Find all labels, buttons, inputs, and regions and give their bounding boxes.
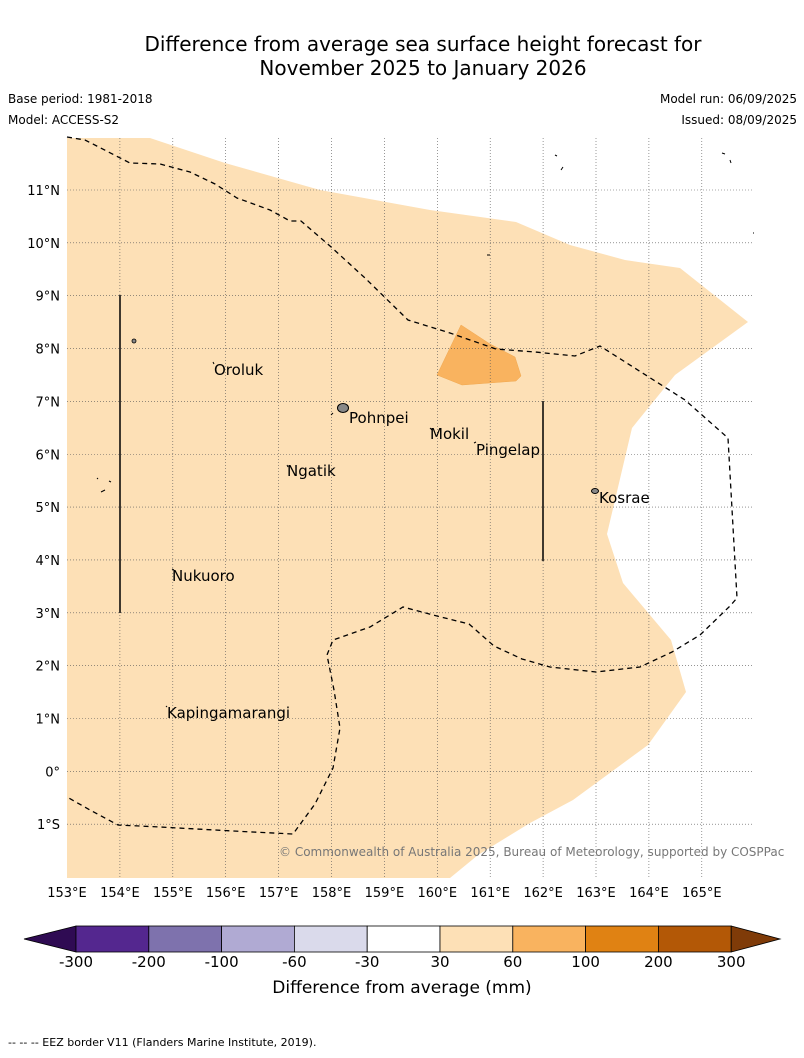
colorbar-segments [23, 925, 782, 953]
colorbar-segment [221, 925, 295, 953]
colorbar-segment [293, 925, 368, 953]
longitude-tick-label: 156°E [206, 886, 246, 901]
colorbar-tick-label: -200 [131, 953, 166, 971]
colorbar-segment [439, 925, 514, 953]
colorbar-segment [366, 925, 441, 953]
colorbar-segment [658, 925, 732, 953]
latitude-tick-label: 10°N [27, 237, 60, 252]
atoll-icon [131, 338, 137, 344]
latitude-tick-label: 9°N [36, 290, 61, 305]
latitude-tick-label: 11°N [27, 184, 60, 199]
place-label-kosrae: Kosrae [599, 489, 650, 507]
longitude-tick-label: 161°E [470, 886, 510, 901]
colorbar-segment [585, 925, 659, 953]
place-label-nukuoro: Nukuoro [172, 567, 235, 585]
latitude-labels: 11°N 10°N 9°N 8°N 7°N 6°N 5°N 4°N 3°N 2°N 1°N 0° 1°S [27, 184, 60, 833]
longitude-labels: 153°E 154°E 155°E 156°E 157°E 158°E 159°E 160°E… [47, 886, 721, 901]
forecast-area [67, 138, 748, 878]
issued-label: Issued: 08/09/2025 [681, 113, 797, 127]
colorbar-tick-label: -30 [354, 953, 380, 971]
longitude-tick-label: 157°E [259, 886, 299, 901]
title-line-2: November 2025 to January 2026 [259, 56, 587, 80]
eez-footnote: -- -- -- EEZ border V11 (Flanders Marine… [8, 1036, 317, 1049]
kosrae-island-icon [591, 488, 599, 494]
latitude-tick-label: 1°S [37, 818, 60, 833]
map-title: Difference from average sea surface heig… [0, 32, 804, 80]
small-island-marks [96, 152, 754, 708]
eez-border [66, 136, 738, 835]
place-label-kapingamarangi: Kapingamarangi [167, 704, 290, 722]
place-label-ngatik: Ngatik [287, 462, 336, 480]
longitude-tick-label: 159°E [365, 886, 405, 901]
colorbar-tick-label: -60 [282, 953, 307, 971]
longitude-tick-label: 163°E [576, 886, 616, 901]
longitude-tick-label: 155°E [153, 886, 193, 901]
place-label-mokil: Mokil [430, 425, 469, 443]
place-label-pingelap: Pingelap [476, 441, 540, 459]
latitude-tick-label: 6°N [36, 448, 61, 463]
place-label-oroluk: Oroluk [214, 361, 263, 379]
longitude-tick-label: 165°E [682, 886, 722, 901]
latitude-tick-label: 0° [45, 765, 60, 780]
latitude-tick-label: 7°N [36, 395, 61, 410]
colorbar-tick-label: 60 [503, 953, 523, 971]
colorbar-tick-label: 200 [644, 953, 673, 971]
colorbar-tick-label: 100 [571, 953, 600, 971]
latitude-tick-label: 2°N [36, 660, 61, 675]
latitude-tick-label: 8°N [36, 343, 61, 358]
latitude-tick-label: 5°N [36, 501, 61, 516]
map-gridlines [67, 138, 753, 878]
colorbar-max-extension [730, 925, 782, 953]
model-run-label: Model run: 06/09/2025 [659, 92, 797, 106]
colorbar-tick-label: 300 [716, 953, 746, 971]
longitude-tick-label: 158°E [312, 886, 352, 901]
longitude-tick-label: 164°E [629, 886, 669, 901]
colorbar-segment [75, 925, 150, 953]
colorbar-tick-label: -100 [204, 953, 239, 971]
latitude-tick-label: 1°N [36, 713, 61, 728]
latitude-tick-label: 3°N [36, 607, 61, 622]
place-label-pohnpei: Pohnpei [349, 409, 409, 427]
colorbar-tick-label: -300 [58, 953, 94, 971]
longitude-tick-label: 162°E [523, 886, 563, 901]
longitude-tick-label: 153°E [47, 886, 87, 901]
colorbar-segment [512, 925, 586, 953]
base-period-label: Base period: 1981-2018 [8, 92, 153, 106]
colorbar-segment [148, 925, 223, 953]
longitude-tick-label: 160°E [418, 886, 458, 901]
title-line-1: Difference from average sea surface heig… [144, 32, 702, 56]
colorbar-tick-label: 30 [430, 953, 450, 971]
colorbar-title: Difference from average (mm) [272, 978, 532, 998]
forecast-hotspot [436, 324, 522, 386]
latitude-tick-label: 4°N [36, 554, 61, 569]
pohnpei-island-icon [337, 403, 349, 413]
copyright-notice: © Commonwealth of Australia 2025, Bureau… [279, 845, 785, 859]
colorbar-min-extension [23, 925, 77, 953]
model-label: Model: ACCESS-S2 [8, 113, 120, 127]
longitude-tick-label: 154°E [100, 886, 140, 901]
